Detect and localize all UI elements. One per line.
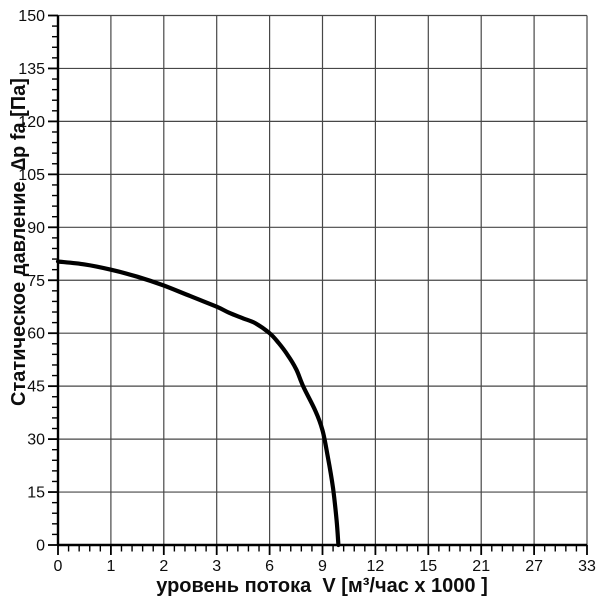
y-axis-title: Статическое давление ∆p fa [Па] [8, 78, 30, 406]
y-tick-label: 45 [27, 379, 45, 396]
grid-layer [58, 14, 588, 545]
x-tick-label: 0 [54, 558, 63, 575]
x-tick-label: 1 [106, 558, 115, 575]
y-tick-label: 135 [18, 61, 45, 78]
y-tick-label: 150 [18, 8, 45, 25]
x-tick-label: 12 [367, 558, 385, 575]
y-tick-label: 120 [18, 114, 45, 131]
y-tick-label: 60 [27, 326, 45, 343]
x-tick-label: 27 [525, 558, 543, 575]
x-tick-label: 6 [265, 558, 274, 575]
x-tick-label: 9 [318, 558, 327, 575]
performance-curve [55, 259, 341, 548]
x-tick-label: 3 [212, 558, 221, 575]
x-axis-title: уровень потока V [м³/час x 1000 ] [156, 575, 488, 597]
curve-layer [55, 259, 341, 548]
x-tick-label: 2 [159, 558, 168, 575]
y-tick-label: 30 [27, 432, 45, 449]
x-tick-label: 33 [578, 558, 596, 575]
y-tick-label: 0 [36, 538, 45, 555]
x-tick-label: 15 [419, 558, 437, 575]
x-tick-label: 21 [472, 558, 490, 575]
y-tick-label: 105 [18, 167, 45, 184]
y-tick-label: 75 [27, 273, 45, 290]
tick-layer [48, 14, 588, 555]
y-tick-label: 15 [27, 485, 45, 502]
y-tick-label: 90 [27, 220, 45, 237]
